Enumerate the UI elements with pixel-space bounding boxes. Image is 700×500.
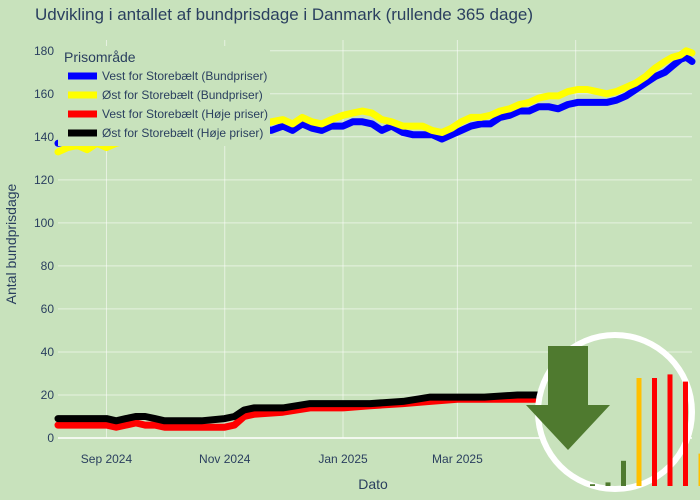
y-axis-ticks: 0 20 40 60 80 100 120 140 160 180 [34, 44, 54, 445]
legend[interactable]: Prisområde Vest for Storebælt (Bundprise… [58, 46, 270, 146]
y-tick-label: 120 [34, 173, 54, 187]
y-tick-label: 140 [34, 130, 54, 144]
x-axis-label: Dato [358, 476, 388, 492]
overlay-bar [590, 484, 595, 486]
x-tick-label: Mar 2025 [432, 452, 483, 466]
legend-label: Øst for Storebælt (Høje priser) [102, 126, 263, 140]
x-tick-label: Nov 2024 [199, 452, 251, 466]
overlay-bar [605, 482, 611, 486]
y-tick-label: 60 [41, 302, 55, 316]
y-tick-label: 40 [41, 345, 55, 359]
legend-item[interactable]: Vest for Storebælt (Bundpriser) [68, 69, 267, 83]
legend-item[interactable]: Øst for Storebælt (Høje priser) [68, 126, 263, 140]
legend-title: Prisområde [64, 49, 136, 65]
legend-item[interactable]: Øst for Storebælt (Bundpriser) [68, 88, 263, 102]
overlay-bars [590, 374, 700, 486]
y-tick-label: 80 [41, 259, 55, 273]
y-tick-label: 180 [34, 44, 54, 58]
y-tick-label: 20 [41, 388, 55, 402]
chart-title: Udvikling i antallet af bundprisdage i D… [35, 5, 533, 24]
down-arrow-icon [526, 346, 610, 450]
overlay-bar [636, 378, 642, 486]
legend-label: Vest for Storebælt (Høje priser) [102, 107, 268, 121]
overlay-bar [683, 381, 688, 486]
overlay-bar [652, 378, 657, 486]
x-tick-label: Jan 2025 [318, 452, 368, 466]
y-axis-label: Antal bundprisdage [3, 183, 19, 304]
overlay-bar [667, 374, 673, 486]
legend-item[interactable]: Vest for Storebælt (Høje priser) [68, 107, 268, 121]
overlay-bar [621, 460, 626, 486]
y-tick-label: 160 [34, 87, 54, 101]
legend-label: Vest for Storebælt (Bundpriser) [102, 69, 267, 83]
legend-label: Øst for Storebælt (Bundpriser) [102, 88, 263, 102]
overlay-bar [698, 453, 700, 486]
x-tick-label: Sep 2024 [81, 452, 133, 466]
series-line-4 [54, 391, 616, 425]
zoom-overlay [526, 332, 700, 492]
y-tick-label: 0 [47, 431, 54, 445]
y-tick-label: 100 [34, 216, 54, 230]
